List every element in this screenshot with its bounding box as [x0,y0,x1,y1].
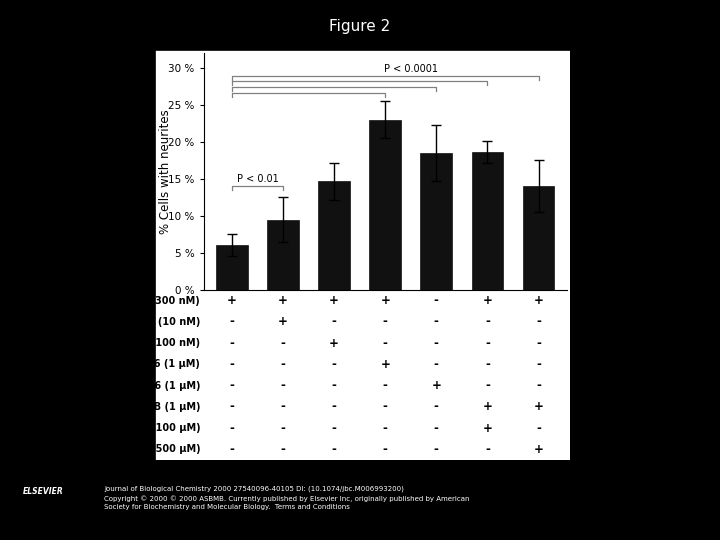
Text: -: - [434,401,438,414]
Text: +: + [227,294,237,307]
Text: +: + [329,294,339,307]
Bar [267,220,299,290]
Text: -: - [434,294,438,307]
Text: -: - [230,379,234,392]
Bar [523,186,554,290]
Text: Sol. S100B (1 μM): Sol. S100B (1 μM) [102,402,200,412]
Text: -: - [536,358,541,371]
Text: Journal of Biological Chemistry 2000 27540096-40105 DI: (10.1074/jbc.M006993200): Journal of Biological Chemistry 2000 275… [104,486,404,492]
Text: -: - [383,379,387,392]
Text: -: - [536,422,541,435]
Text: -: - [281,422,285,435]
Bar [216,245,248,290]
Bar [318,181,350,290]
Text: P < 0.0001: P < 0.0001 [384,64,438,74]
Text: -: - [230,336,234,349]
Text: +: + [380,358,390,371]
Text: -: - [281,401,285,414]
Text: +: + [534,401,544,414]
Text: -: - [383,422,387,435]
Text: -: - [230,422,234,435]
Text: -: - [230,358,234,371]
Text: -: - [383,401,387,414]
Text: -: - [485,443,490,456]
Text: -: - [230,315,234,328]
Text: +: + [482,422,492,435]
Bar [420,153,452,290]
Text: Coated Atn (300 nM): Coated Atn (300 nM) [86,295,200,306]
Text: -: - [485,315,490,328]
Text: Sol. S100A1ΔC6 (10 nM): Sol. S100A1ΔC6 (10 nM) [67,317,200,327]
Text: -: - [332,358,336,371]
Text: Sol. S100A1ΔC6 (100 nM): Sol. S100A1ΔC6 (100 nM) [60,338,200,348]
Text: -: - [281,443,285,456]
Text: Coated S100A1ΔC6 (1 μM): Coated S100A1ΔC6 (1 μM) [55,381,200,390]
Y-axis label: % Cells with neurites: % Cells with neurites [159,109,172,234]
Text: -: - [434,358,438,371]
Text: -: - [332,401,336,414]
Text: +: + [534,443,544,456]
Text: -: - [332,379,336,392]
Text: -: - [383,443,387,456]
Text: TRTK-12 (500 μM): TRTK-12 (500 μM) [102,444,200,455]
Text: -: - [332,315,336,328]
Text: -: - [281,336,285,349]
Text: Figure 2: Figure 2 [329,19,391,34]
Text: ELSEVIER: ELSEVIER [23,487,63,496]
Text: -: - [230,401,234,414]
Text: -: - [281,358,285,371]
Text: -: - [434,443,438,456]
Text: -: - [536,315,541,328]
Text: -: - [383,336,387,349]
Text: -: - [485,336,490,349]
Text: TRTK-12 (100 μM): TRTK-12 (100 μM) [102,423,200,433]
Text: P < 0.01: P < 0.01 [237,174,279,184]
Text: -: - [485,379,490,392]
Text: -: - [332,443,336,456]
Text: Sol. S100A1ΔC6 (1 μM): Sol. S100A1ΔC6 (1 μM) [73,360,200,369]
Text: +: + [482,401,492,414]
Text: -: - [536,379,541,392]
Text: +: + [329,336,339,349]
Text: -: - [281,379,285,392]
Text: -: - [434,315,438,328]
Text: +: + [278,315,288,328]
Bar [369,119,401,290]
Text: -: - [332,422,336,435]
Text: -: - [230,443,234,456]
Text: Society for Biochemistry and Molecular Biology.  Terms and Conditions: Society for Biochemistry and Molecular B… [104,504,350,510]
Text: +: + [278,294,288,307]
Text: -: - [434,336,438,349]
Text: -: - [383,315,387,328]
Text: +: + [482,294,492,307]
Text: +: + [431,379,441,392]
Text: +: + [380,294,390,307]
Bar [472,152,503,290]
Text: +: + [534,294,544,307]
Text: -: - [536,336,541,349]
Text: -: - [434,422,438,435]
Text: -: - [485,358,490,371]
Text: Copyright © 2000 © 2000 ASBMB. Currently published by Elsevier Inc, originally p: Copyright © 2000 © 2000 ASBMB. Currently… [104,495,470,502]
